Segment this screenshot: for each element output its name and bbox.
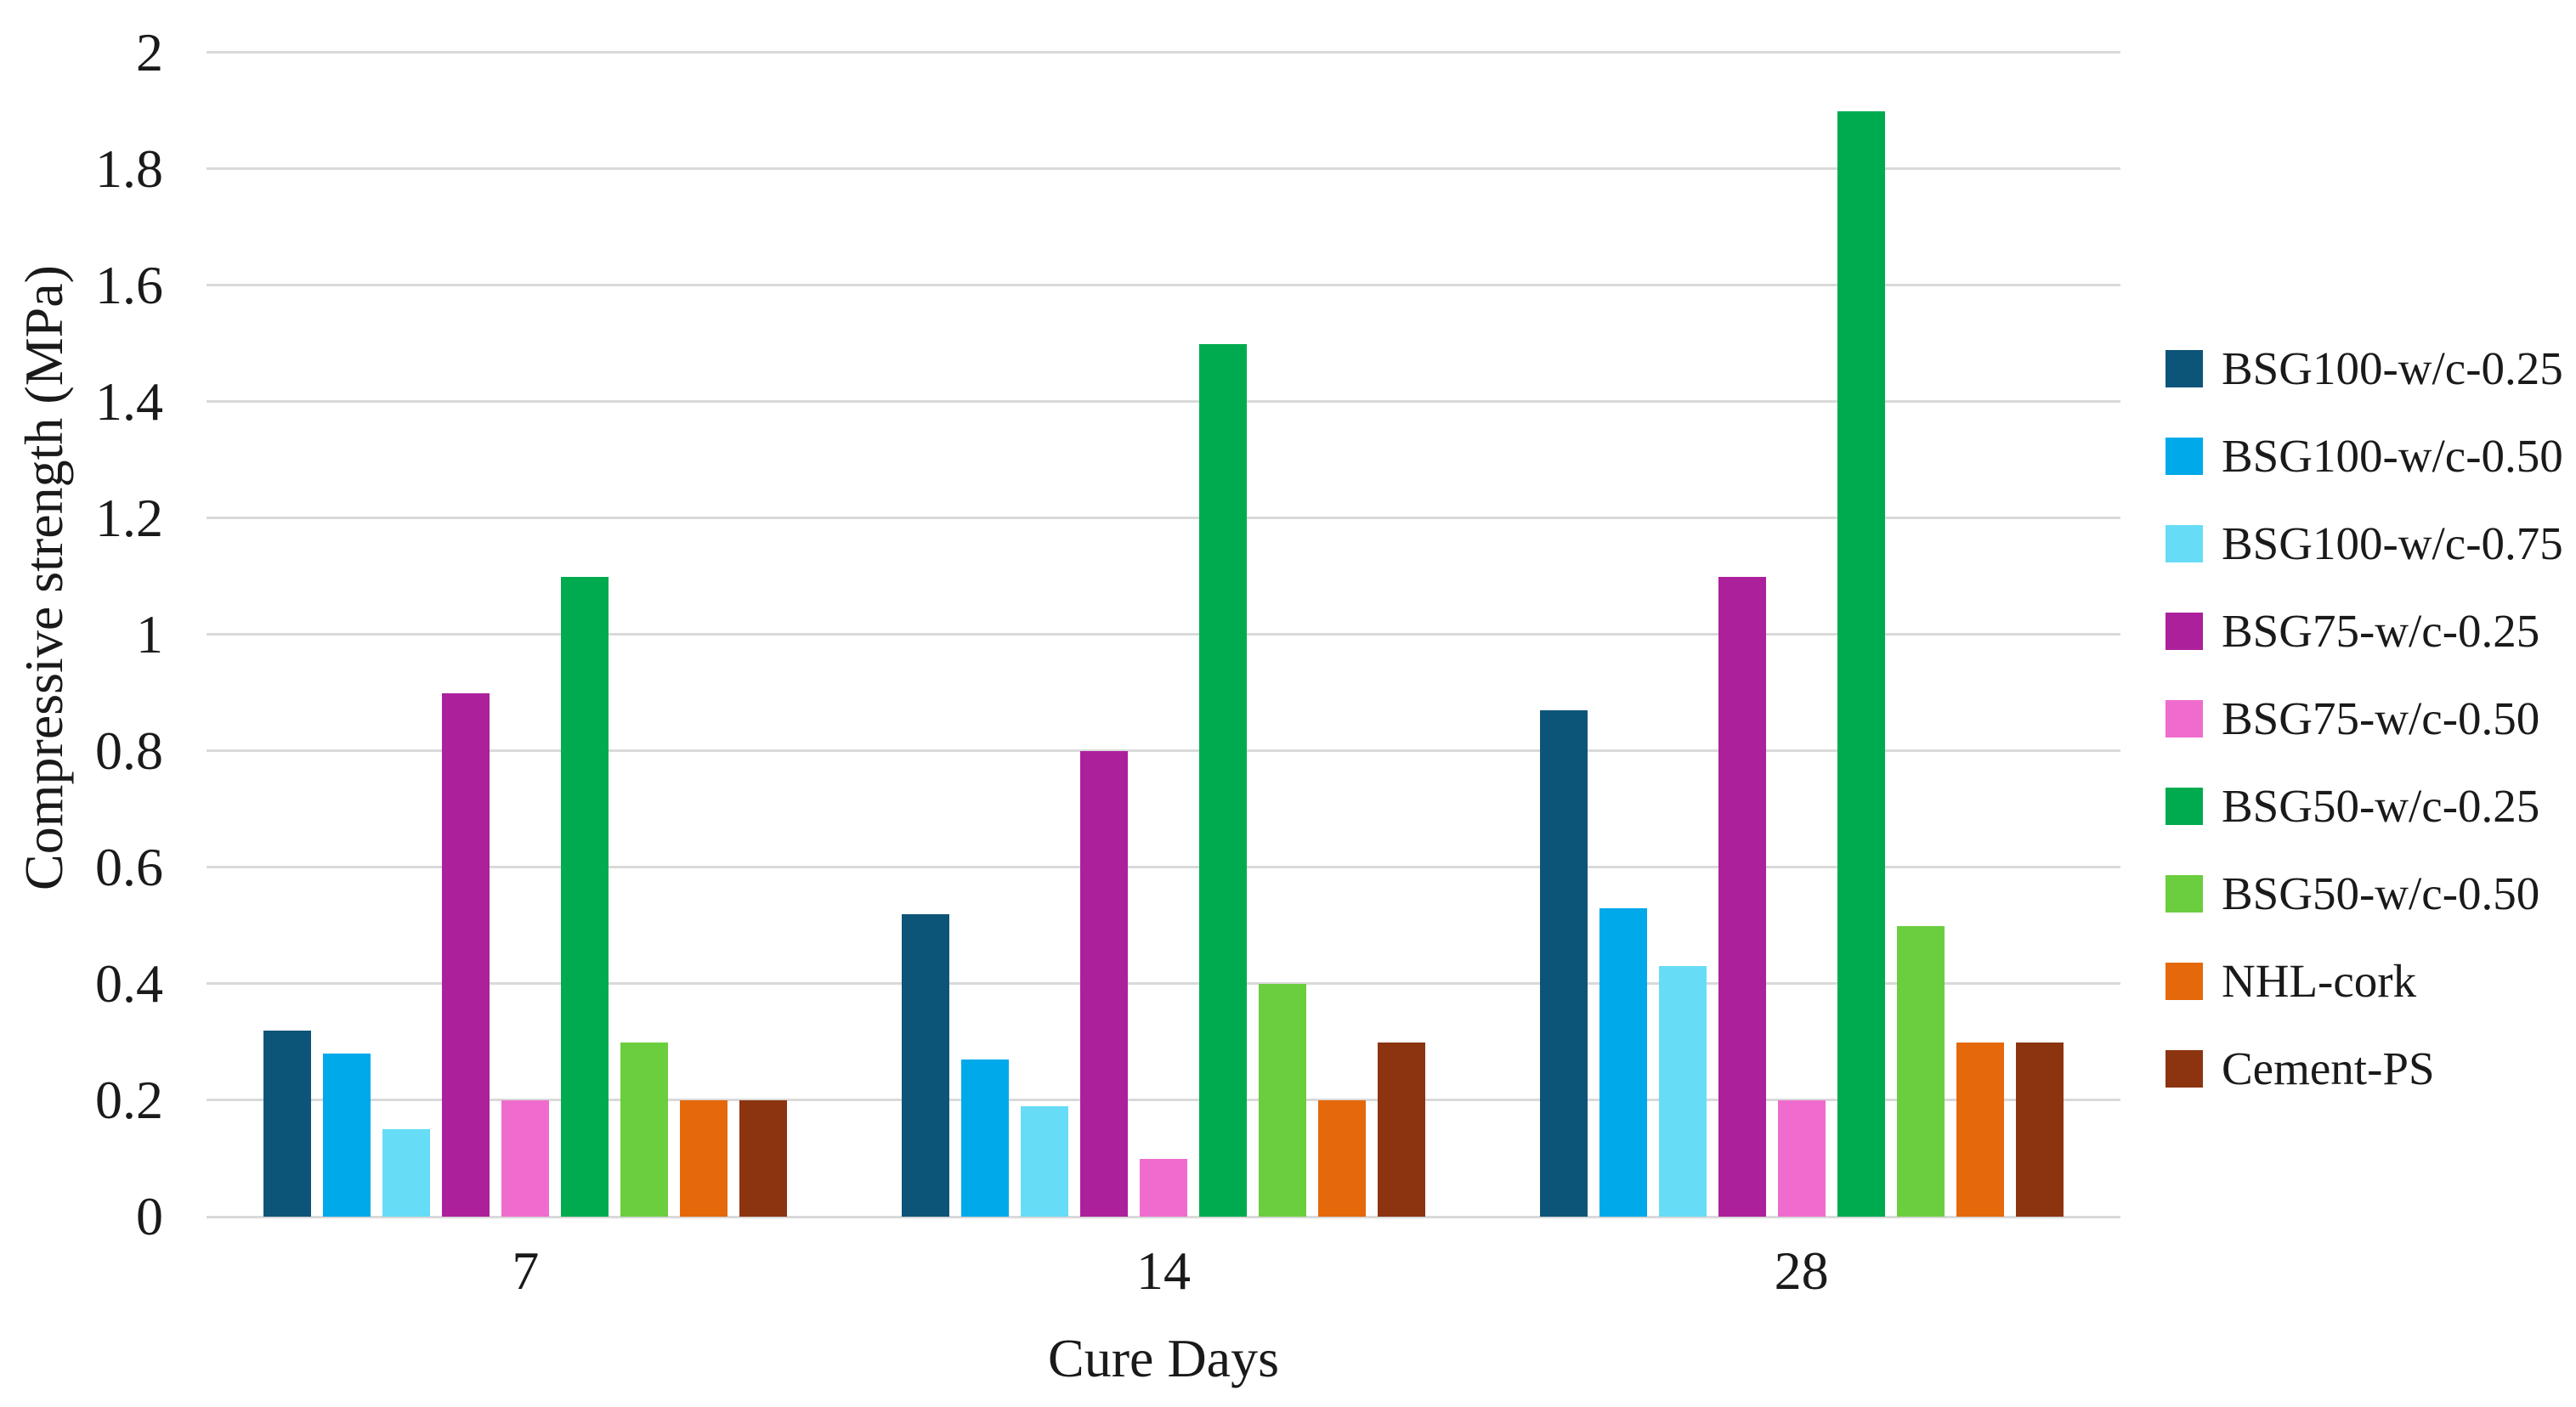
legend-item-BSG50-w/c-0.25: BSG50-w/c-0.25 — [2166, 762, 2563, 850]
legend-swatch-BSG50-w/c-0.25 — [2166, 787, 2203, 825]
legend-item-Cement-PS: Cement-PS — [2166, 1025, 2563, 1112]
legend-label-BSG100-w/c-0.75: BSG100-w/c-0.75 — [2222, 517, 2563, 569]
legend-label-BSG75-w/c-0.25: BSG75-w/c-0.25 — [2222, 605, 2540, 657]
gridline-y-0.4 — [207, 982, 2120, 985]
legend-item-BSG100-w/c-0.75: BSG100-w/c-0.75 — [2166, 500, 2563, 587]
bar-BSG100-w/c-0.75-14d — [1020, 1105, 1068, 1217]
bar-group-28-days — [1482, 53, 2120, 1217]
gridline-y-0.6 — [207, 866, 2120, 868]
legend-label-BSG50-w/c-0.50: BSG50-w/c-0.50 — [2222, 867, 2540, 919]
y-tick-label-1.8: 1.8 — [95, 138, 163, 199]
gridline-y-2 — [207, 51, 2120, 54]
legend-swatch-BSG75-w/c-0.25 — [2166, 612, 2203, 650]
legend-swatch-NHL-cork — [2166, 962, 2203, 1000]
bar-BSG100-w/c-0.75-28d — [1658, 966, 1707, 1217]
legend-label-BSG100-w/c-0.25: BSG100-w/c-0.25 — [2222, 342, 2563, 394]
bar-BSG75-w/c-0.25-14d — [1079, 751, 1128, 1217]
x-axis-line — [207, 1216, 2120, 1218]
legend-label-BSG100-w/c-0.50: BSG100-w/c-0.50 — [2222, 430, 2563, 482]
bar-Cement-PS-14d — [1377, 1042, 1425, 1217]
legend-item-BSG100-w/c-0.25: BSG100-w/c-0.25 — [2166, 325, 2563, 412]
bar-BSG100-w/c-0.50-7d — [323, 1054, 371, 1217]
x-tick-label-28: 28 — [1774, 1240, 1829, 1301]
bar-BSG50-w/c-0.50-28d — [1896, 925, 1945, 1217]
bar-BSG100-w/c-0.50-28d — [1599, 907, 1647, 1217]
plot-area — [207, 51, 2120, 1218]
legend-label-Cement-PS: Cement-PS — [2222, 1043, 2435, 1094]
legend-item-BSG50-w/c-0.50: BSG50-w/c-0.50 — [2166, 850, 2563, 937]
legend-label-BSG50-w/c-0.25: BSG50-w/c-0.25 — [2222, 780, 2540, 832]
gridline-y-0.2 — [207, 1099, 2120, 1101]
bar-group-14-days — [845, 53, 1483, 1217]
bar-NHL-cork-14d — [1317, 1100, 1366, 1217]
x-tick-label-14: 14 — [1135, 1240, 1191, 1301]
bar-Cement-PS-7d — [739, 1100, 788, 1217]
legend-item-NHL-cork: NHL-cork — [2166, 937, 2563, 1025]
bar-BSG50-w/c-0.50-14d — [1258, 984, 1306, 1217]
legend-swatch-BSG75-w/c-0.50 — [2166, 699, 2203, 737]
x-tick-label-7: 7 — [512, 1240, 540, 1301]
bar-BSG75-w/c-0.50-28d — [1777, 1100, 1826, 1217]
bar-BSG75-w/c-0.25-28d — [1718, 576, 1766, 1217]
y-tick-label-0.2: 0.2 — [95, 1070, 163, 1130]
legend-swatch-BSG100-w/c-0.75 — [2166, 524, 2203, 562]
y-tick-label-0.8: 0.8 — [95, 720, 163, 781]
bar-BSG75-w/c-0.50-14d — [1139, 1158, 1187, 1217]
gridline-y-1 — [207, 633, 2120, 636]
y-tick-label-0: 0 — [136, 1186, 163, 1246]
legend-swatch-BSG100-w/c-0.50 — [2166, 437, 2203, 475]
bar-BSG50-w/c-0.25-14d — [1198, 343, 1247, 1217]
bar-NHL-cork-28d — [1956, 1042, 2004, 1217]
legend-item-BSG75-w/c-0.50: BSG75-w/c-0.50 — [2166, 675, 2563, 762]
bar-BSG50-w/c-0.25-7d — [561, 576, 609, 1217]
bar-BSG50-w/c-0.25-28d — [1837, 110, 1885, 1217]
legend: BSG100-w/c-0.25 BSG100-w/c-0.50 BSG100-w/c… — [2166, 325, 2563, 1112]
y-tick-label-1.2: 1.2 — [95, 488, 163, 548]
bar-Cement-PS-28d — [2015, 1042, 2064, 1217]
legend-label-BSG75-w/c-0.50: BSG75-w/c-0.50 — [2222, 692, 2540, 744]
bar-NHL-cork-7d — [680, 1100, 728, 1217]
bar-BSG100-w/c-0.50-14d — [960, 1059, 1009, 1217]
y-tick-label-1: 1 — [136, 604, 163, 664]
legend-swatch-BSG100-w/c-0.25 — [2166, 349, 2203, 387]
gridline-y-0.8 — [207, 749, 2120, 752]
bar-BSG75-w/c-0.50-7d — [501, 1100, 550, 1217]
bar-BSG50-w/c-0.50-7d — [620, 1042, 669, 1217]
y-tick-label-0.4: 0.4 — [95, 953, 163, 1014]
y-tick-label-0.6: 0.6 — [95, 837, 163, 897]
bar-BSG100-w/c-0.75-7d — [382, 1129, 431, 1217]
x-axis-title: Cure Days — [1048, 1328, 1279, 1388]
y-tick-label-1.6: 1.6 — [95, 255, 163, 315]
bar-BSG100-w/c-0.25-28d — [1539, 710, 1588, 1217]
legend-item-BSG75-w/c-0.25: BSG75-w/c-0.25 — [2166, 587, 2563, 675]
bar-BSG100-w/c-0.25-14d — [901, 913, 949, 1217]
legend-item-BSG100-w/c-0.50: BSG100-w/c-0.50 — [2166, 412, 2563, 500]
y-tick-label-2: 2 — [136, 22, 163, 82]
bar-group-7-days — [207, 53, 845, 1217]
gridline-y-1.2 — [207, 517, 2120, 519]
gridline-y-1.8 — [207, 167, 2120, 170]
gridline-y-1.4 — [207, 400, 2120, 403]
legend-swatch-BSG50-w/c-0.50 — [2166, 874, 2203, 913]
y-axis-title: Compressive strength (MPa) — [14, 265, 74, 890]
y-tick-label-1.4: 1.4 — [95, 371, 163, 432]
bar-BSG75-w/c-0.25-7d — [442, 692, 490, 1217]
bar-BSG100-w/c-0.25-7d — [263, 1030, 312, 1217]
legend-label-NHL-cork: NHL-cork — [2222, 955, 2417, 1007]
gridline-y-1.6 — [207, 284, 2120, 286]
legend-swatch-Cement-PS — [2166, 1049, 2203, 1088]
